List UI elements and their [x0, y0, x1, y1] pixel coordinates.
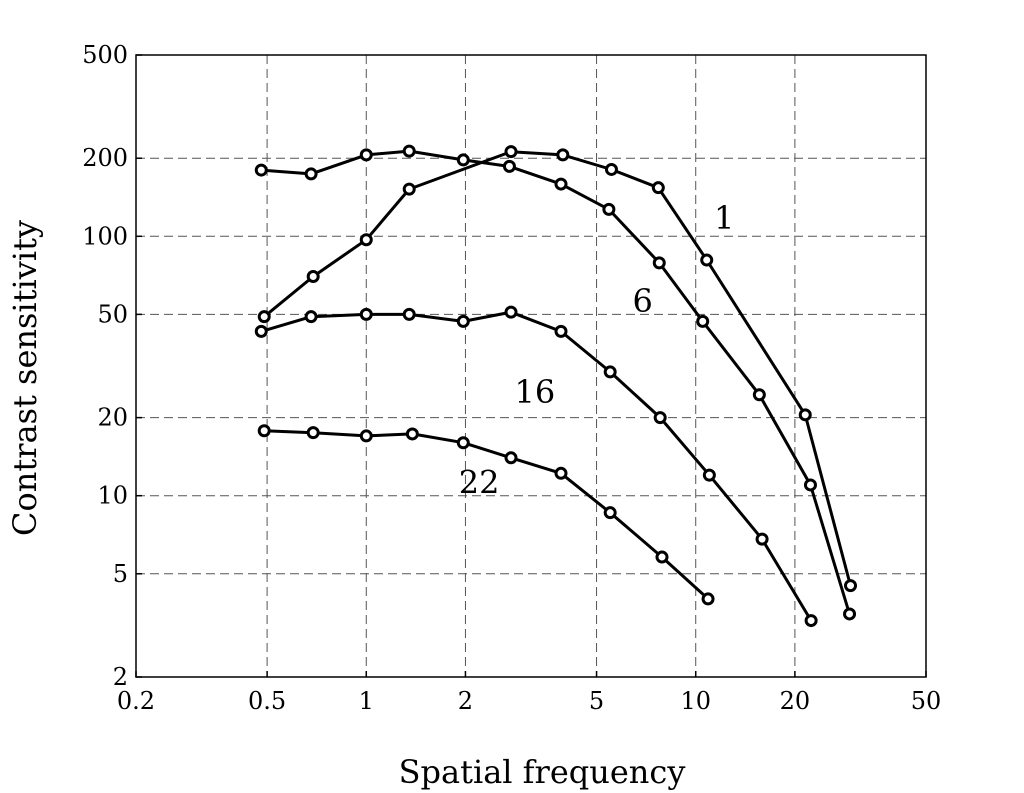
data-point: [254, 163, 268, 177]
data-point: [254, 324, 268, 338]
data-point: [701, 592, 715, 606]
data-point: [456, 314, 470, 328]
data-point: [554, 177, 568, 191]
data-point: [696, 314, 710, 328]
data-series: [254, 144, 858, 628]
series-label-16: 16: [515, 373, 556, 411]
data-point: [456, 153, 470, 167]
data-point: [402, 144, 416, 158]
data-point: [602, 202, 616, 216]
y-tick-label: 500: [82, 41, 128, 69]
data-point: [653, 411, 667, 425]
y-tick-label: 20: [97, 404, 128, 432]
axis-ticks: 0.2 0.5 1 2 5 10 20 50 2 5 10 20 50 100 200 500: [82, 41, 941, 715]
data-point: [359, 429, 373, 443]
data-point: [752, 388, 766, 402]
data-point: [304, 310, 318, 324]
x-tick-label: 0.2: [117, 687, 155, 715]
data-point: [502, 159, 516, 173]
y-axis-label: Contrast sensitivity: [6, 220, 44, 536]
data-point: [402, 307, 416, 321]
plot-frame: [135, 54, 927, 678]
data-point: [257, 310, 271, 324]
data-point: [306, 426, 320, 440]
x-tick-label: 10: [680, 687, 711, 715]
data-point: [257, 424, 271, 438]
data-point: [504, 145, 518, 159]
data-point: [304, 167, 318, 181]
x-axis-label: Spatial frequency: [399, 753, 686, 791]
data-point: [655, 550, 669, 564]
data-point: [651, 181, 665, 195]
data-point: [504, 451, 518, 465]
series-line-1: [263, 150, 852, 586]
data-point: [702, 468, 716, 482]
data-point: [652, 256, 666, 270]
data-point: [306, 269, 320, 283]
data-point: [603, 506, 617, 520]
x-tick-label: 2: [458, 687, 473, 715]
series-line-22: [264, 429, 710, 601]
data-point: [456, 436, 470, 450]
x-tick-label: 1: [359, 687, 374, 715]
data-point: [556, 148, 570, 162]
data-point: [700, 253, 714, 267]
x-tick-label: 50: [911, 687, 942, 715]
y-tick-label: 2: [113, 663, 128, 691]
y-tick-label: 200: [82, 144, 128, 172]
series-label-1: 1: [714, 199, 734, 237]
x-tick-label: 5: [589, 687, 604, 715]
data-point: [554, 466, 568, 480]
data-point: [603, 365, 617, 379]
series-line-16: [260, 310, 813, 622]
data-point: [402, 182, 416, 196]
data-point: [843, 607, 857, 621]
y-tick-label: 10: [97, 482, 128, 510]
data-point: [504, 305, 518, 319]
data-point: [359, 233, 373, 247]
data-point: [803, 478, 817, 492]
series-label-6: 6: [632, 282, 652, 320]
data-point: [359, 148, 373, 162]
x-tick-label: 20: [780, 687, 811, 715]
data-point: [798, 408, 812, 422]
y-tick-label: 5: [113, 560, 128, 588]
y-tick-label: 50: [97, 300, 128, 328]
data-point: [844, 579, 858, 593]
data-point: [755, 532, 769, 546]
data-point: [359, 307, 373, 321]
x-tick-label: 0.5: [248, 687, 286, 715]
y-tick-label: 100: [82, 222, 128, 250]
data-point: [554, 324, 568, 338]
grid-lines: [136, 55, 926, 677]
data-point: [804, 614, 818, 628]
data-point: [405, 427, 419, 441]
series-label-22: 22: [459, 463, 500, 501]
data-point: [604, 162, 618, 176]
